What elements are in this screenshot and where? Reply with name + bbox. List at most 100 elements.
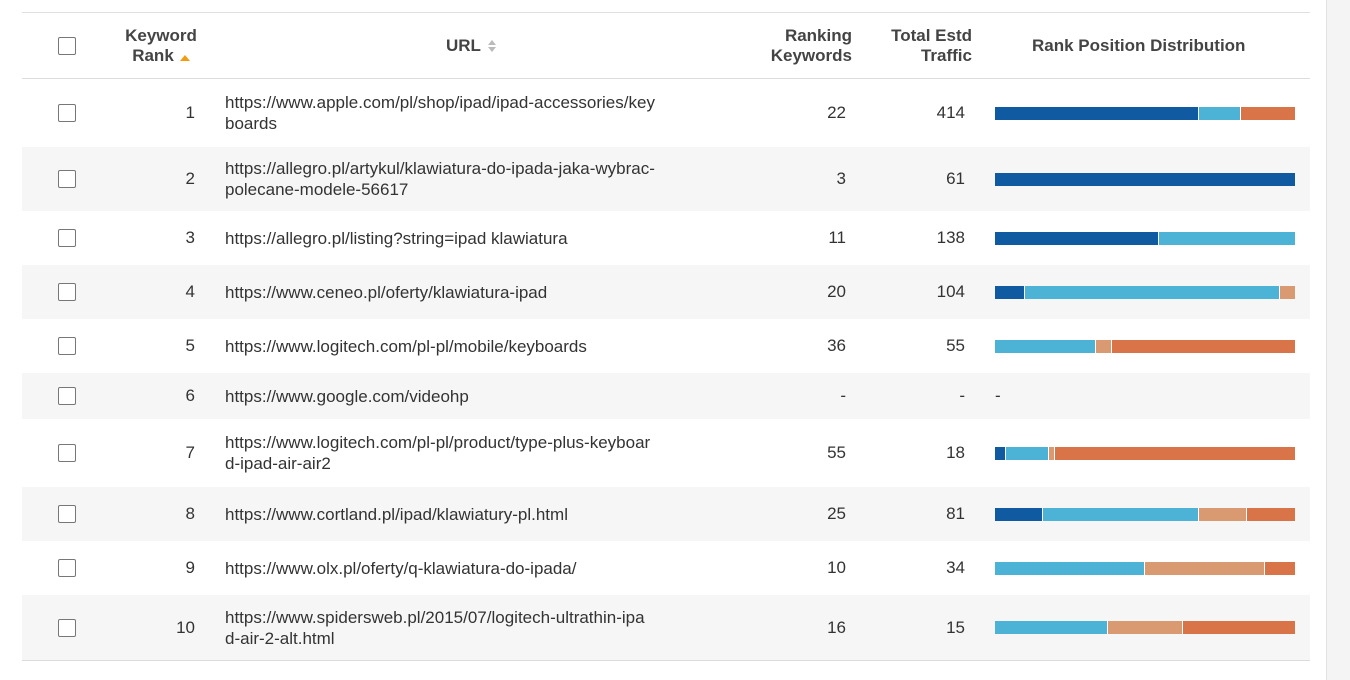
dist-segment-top3 <box>995 172 1295 186</box>
url-link-line1[interactable]: https://www.olx.pl/oferty/q-klawiatura-d… <box>225 558 577 578</box>
dist-segment-21plus <box>1055 446 1295 460</box>
ranking-keywords-value: 22 <box>827 103 846 122</box>
row-checkbox[interactable] <box>58 283 76 301</box>
rank-distribution-cell: - <box>995 373 1295 419</box>
dist-segment-top3 <box>995 507 1043 521</box>
dist-segment-4-10 <box>1043 507 1199 521</box>
url-link-line2[interactable]: d-air-2-alt.html <box>225 628 335 648</box>
table-row: 6 https://www.google.com/videohp - - - <box>22 373 1310 419</box>
rank-distribution-bar <box>995 621 1295 634</box>
row-checkbox[interactable] <box>58 229 76 247</box>
url-link-line1[interactable]: https://www.google.com/videohp <box>225 386 469 406</box>
keyword-rank-cell: 3 <box>132 211 195 265</box>
row-checkbox[interactable] <box>58 104 76 122</box>
ranking-keywords-value: 36 <box>827 336 846 355</box>
url-link-line2[interactable]: d-ipad-air-air2 <box>225 454 331 473</box>
keyword-rank: 7 <box>185 443 195 462</box>
traffic-value: 81 <box>946 504 965 523</box>
row-checkbox[interactable] <box>58 505 76 523</box>
traffic-value: 104 <box>936 282 965 301</box>
dist-segment-4-10 <box>995 339 1096 353</box>
row-select-cell <box>58 265 76 319</box>
traffic-cell: 61 <box>902 147 965 211</box>
ranking-keywords-value: 10 <box>827 558 846 577</box>
table-row: 9 https://www.olx.pl/oferty/q-klawiatura… <box>22 541 1310 595</box>
row-select-cell <box>58 319 76 373</box>
url-link-line1[interactable]: https://www.logitech.com/pl-pl/mobile/ke… <box>225 336 587 356</box>
rank-distribution-bar <box>995 106 1295 120</box>
url-link-line1[interactable]: https://www.ceneo.pl/oferty/klawiatura-i… <box>225 282 548 302</box>
rank-distribution-bar <box>995 172 1295 186</box>
rank-distribution-cell <box>995 147 1295 211</box>
row-checkbox[interactable] <box>58 559 76 577</box>
table-row: 2 https://allegro.pl/artykul/klawiatura-… <box>22 147 1310 211</box>
row-select-cell <box>58 373 76 419</box>
keyword-rank-cell: 7 <box>132 419 195 487</box>
row-checkbox[interactable] <box>58 387 76 405</box>
keyword-rank-cell: 2 <box>132 147 195 211</box>
row-select-cell <box>58 541 76 595</box>
keyword-rank: 3 <box>185 228 195 247</box>
col-header-url[interactable]: URL <box>446 13 496 79</box>
dist-segment-21plus <box>1112 339 1295 353</box>
col-header-rank-line2: Rank <box>132 46 174 65</box>
rank-distribution-bar <box>995 446 1295 460</box>
col-header-total-traffic[interactable]: Total Estd Traffic <box>872 13 972 79</box>
url-link-line1[interactable]: https://www.spidersweb.pl/2015/07/logite… <box>225 607 645 627</box>
rank-distribution-cell <box>995 265 1295 319</box>
keyword-rank-cell: 4 <box>132 265 195 319</box>
dist-segment-top3 <box>995 231 1159 245</box>
keyword-rank: 6 <box>185 386 195 405</box>
ranking-keywords-cell: 3 <box>782 147 846 211</box>
row-checkbox[interactable] <box>58 444 76 462</box>
keyword-rank-cell: 5 <box>132 319 195 373</box>
row-select-cell <box>58 419 76 487</box>
keyword-rank-cell: 1 <box>132 79 195 147</box>
traffic-cell: 104 <box>902 265 965 319</box>
keyword-rank: 4 <box>185 282 195 301</box>
url-link-line2[interactable]: boards <box>225 114 277 133</box>
row-select-cell <box>58 487 76 541</box>
table-row: 3 https://allegro.pl/listing?string=ipad… <box>22 211 1310 265</box>
url-link-line1[interactable]: https://www.apple.com/pl/shop/ipad/ipad-… <box>225 93 655 112</box>
url-link-line2[interactable]: polecane-modele-56617 <box>225 180 409 199</box>
traffic-value: 34 <box>946 558 965 577</box>
dist-segment-21plus <box>1182 621 1295 634</box>
traffic-value: 15 <box>946 617 965 637</box>
url-link-line1[interactable]: https://allegro.pl/artykul/klawiatura-do… <box>225 159 655 178</box>
ranking-keywords-cell: 20 <box>782 265 846 319</box>
url-cell: https://allegro.pl/artykul/klawiatura-do… <box>225 147 725 211</box>
col-header-distribution-label: Rank Position Distribution <box>1032 36 1246 55</box>
col-header-rank-distribution: Rank Position Distribution <box>1032 13 1245 79</box>
traffic-cell: 138 <box>902 211 965 265</box>
url-cell: https://www.google.com/videohp <box>225 373 725 419</box>
dist-segment-4-10 <box>1158 231 1295 245</box>
ranking-keywords-value: 25 <box>827 504 846 523</box>
row-checkbox[interactable] <box>58 618 76 637</box>
url-link-line1[interactable]: https://allegro.pl/listing?string=ipad k… <box>225 228 568 248</box>
row-checkbox[interactable] <box>58 170 76 188</box>
traffic-cell: 55 <box>902 319 965 373</box>
right-scroll-rail <box>1326 0 1350 680</box>
dist-segment-21plus <box>1241 106 1295 120</box>
rank-distribution-bar <box>995 285 1295 299</box>
dist-segment-4-10 <box>995 561 1145 575</box>
row-checkbox[interactable] <box>58 337 76 355</box>
col-header-keyword-rank[interactable]: Keyword Rank <box>118 13 204 79</box>
url-cell: https://www.apple.com/pl/shop/ipad/ipad-… <box>225 79 725 147</box>
ranking-keywords-cell: 11 <box>782 211 846 265</box>
table-row: 5 https://www.logitech.com/pl-pl/mobile/… <box>22 319 1310 373</box>
ranking-keywords-cell: 16 <box>782 595 846 660</box>
rank-distribution-cell <box>995 595 1295 660</box>
url-link-line1[interactable]: https://www.logitech.com/pl-pl/product/t… <box>225 433 651 452</box>
table-row: 4 https://www.ceneo.pl/oferty/klawiatura… <box>22 265 1310 319</box>
rank-distribution-cell <box>995 419 1295 487</box>
select-all-checkbox[interactable] <box>58 37 76 55</box>
col-header-ranking-keywords[interactable]: Ranking Keywords <box>752 13 852 79</box>
col-header-rank-line1: Keyword <box>125 26 197 45</box>
ranking-keywords-value: - <box>840 386 846 405</box>
dist-segment-11-20 <box>1280 285 1295 299</box>
dist-segment-top3 <box>995 446 1006 460</box>
url-link-line1[interactable]: https://www.cortland.pl/ipad/klawiatury-… <box>225 504 568 524</box>
url-cell: https://www.olx.pl/oferty/q-klawiatura-d… <box>225 541 725 595</box>
